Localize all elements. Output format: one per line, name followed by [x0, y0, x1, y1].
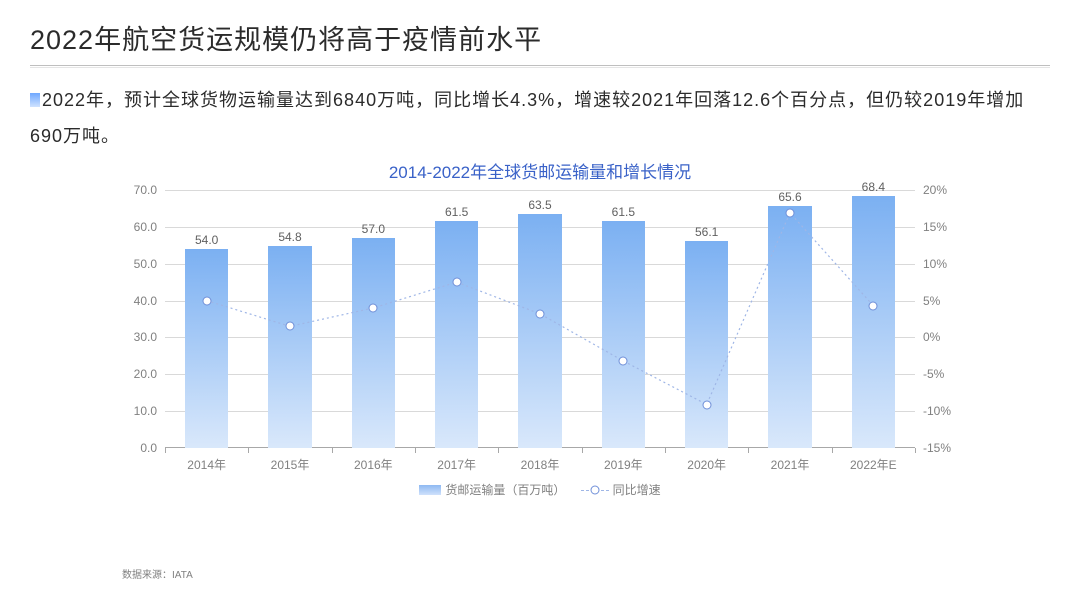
title-divider	[30, 65, 1050, 68]
chart-container: 2014-2022年全球货邮运输量和增长情况 0.010.020.030.040…	[95, 158, 985, 528]
line-series-svg	[165, 190, 915, 448]
line-marker	[369, 303, 378, 312]
line-marker	[452, 278, 461, 287]
bullet-icon	[30, 93, 40, 107]
chart-plot-area: 0.010.020.030.040.050.060.070.0-15%-10%-…	[165, 190, 915, 448]
x-tick	[332, 448, 333, 453]
x-tick	[415, 448, 416, 453]
y-right-tick-label: -5%	[915, 368, 944, 380]
x-category-label: 2021年	[771, 456, 810, 473]
y-left-tick-label: 10.0	[134, 405, 165, 417]
y-right-tick-label: 15%	[915, 221, 947, 233]
line-marker	[536, 309, 545, 318]
x-tick	[915, 448, 916, 453]
chart-title: 2014-2022年全球货邮运输量和增长情况	[95, 158, 985, 187]
x-tick	[748, 448, 749, 453]
source-note: 数据来源：IATA	[122, 566, 193, 581]
y-right-tick-label: 5%	[915, 295, 940, 307]
body-paragraph: 2022年，预计全球货物运输量达到6840万吨，同比增长4.3%，增速较2021…	[0, 82, 1080, 154]
body-text-content: 2022年，预计全球货物运输量达到6840万吨，同比增长4.3%，增速较2021…	[30, 90, 1024, 146]
x-tick	[498, 448, 499, 453]
legend-line-swatch	[581, 485, 609, 495]
x-category-label: 2022年E	[850, 456, 897, 473]
y-left-tick-label: 30.0	[134, 331, 165, 343]
line-marker	[619, 357, 628, 366]
x-tick	[248, 448, 249, 453]
y-left-tick-label: 70.0	[134, 184, 165, 196]
x-category-label: 2017年	[437, 456, 476, 473]
x-category-label: 2020年	[687, 456, 726, 473]
legend-bar-swatch	[419, 485, 441, 495]
line-marker	[702, 400, 711, 409]
line-marker	[202, 296, 211, 305]
legend-line-label: 同比增速	[613, 483, 661, 497]
y-left-tick-label: 20.0	[134, 368, 165, 380]
y-right-tick-label: 20%	[915, 184, 947, 196]
page-title: 2022年航空货运规模仍将高于疫情前水平	[0, 0, 1080, 65]
y-left-tick-label: 50.0	[134, 258, 165, 270]
x-tick	[665, 448, 666, 453]
y-right-tick-label: 0%	[915, 331, 940, 343]
y-left-tick-label: 60.0	[134, 221, 165, 233]
x-category-label: 2018年	[521, 456, 560, 473]
x-category-label: 2014年	[187, 456, 226, 473]
line-marker	[286, 322, 295, 331]
x-category-label: 2015年	[271, 456, 310, 473]
line-marker	[786, 208, 795, 217]
x-category-label: 2019年	[604, 456, 643, 473]
y-left-tick-label: 0.0	[140, 442, 165, 454]
legend-bar-label: 货邮运输量（百万吨）	[445, 483, 565, 497]
y-right-tick-label: -15%	[915, 442, 951, 454]
y-right-tick-label: -10%	[915, 405, 951, 417]
x-category-label: 2016年	[354, 456, 393, 473]
chart-legend: 货邮运输量（百万吨） 同比增速	[95, 481, 985, 498]
x-tick	[165, 448, 166, 453]
y-left-tick-label: 40.0	[134, 295, 165, 307]
x-tick	[832, 448, 833, 453]
y-right-tick-label: 10%	[915, 258, 947, 270]
x-tick	[582, 448, 583, 453]
line-marker	[869, 301, 878, 310]
